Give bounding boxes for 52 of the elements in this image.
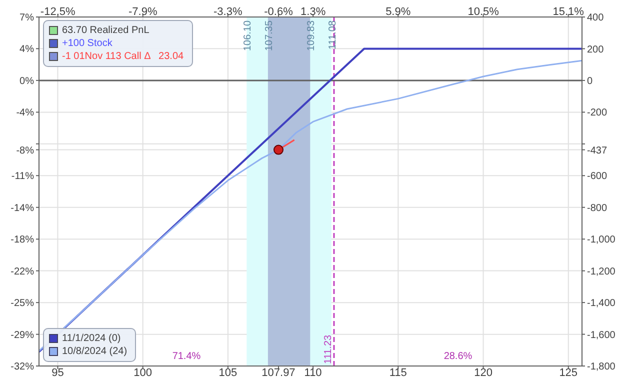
x2-tick-label: -12.5% [40, 6, 76, 18]
y-tick-label: -22% [10, 266, 34, 278]
legend-label: 10/8/2024 (24) [62, 345, 128, 358]
y2-tick-label: -800 [587, 202, 608, 214]
x2-tick-label: 10.5% [468, 6, 500, 18]
y2-tick-label: 0 [587, 76, 593, 88]
y-tick-label: -14% [10, 202, 34, 214]
y-tick-label: -11% [11, 171, 34, 182]
y-tick-label: 4% [20, 44, 34, 56]
x2-tick-label: -0.6% [264, 6, 294, 18]
y2-tick-label: -600 [587, 171, 608, 182]
y-tick-label: 7% [20, 12, 34, 24]
x-tick-label: 120 [474, 366, 492, 379]
annotation: 106.10 [242, 20, 254, 52]
y-tick-label: -8% [16, 145, 34, 156]
y-tick-label: -18% [10, 234, 34, 246]
y-tick-label: -32% [10, 362, 34, 373]
x-tick-label: 115 [389, 366, 407, 379]
annotation: +100 Stock [62, 37, 112, 50]
x2-tick-label: -3.3% [214, 6, 242, 18]
y2-tick-label: -437 [587, 145, 608, 156]
x-tick-label: 107.97 [262, 366, 296, 379]
ref-line-label: 111.23 [322, 334, 334, 364]
y-tick-label: -4% [16, 108, 34, 119]
x-tick-label: 105 [218, 366, 238, 379]
y2-tick-label: 400 [587, 12, 604, 24]
annotation: -1 01Nov 113 Call Δ 23.04 [62, 50, 184, 63]
y-tick-label: -29% [10, 330, 34, 341]
x2-tick-label: 5.9% [386, 6, 411, 18]
annotation: 71.4% [172, 351, 201, 362]
y2-tick-label: -1,600 [587, 330, 616, 341]
annotation: 107.35 [264, 20, 275, 52]
x2-tick-label: 1.3% [300, 6, 326, 18]
annotation: 63.70 Realized PnL [62, 24, 150, 37]
x2-tick-label: -7.9% [128, 6, 158, 18]
x2-tick-label: 15.1% [552, 6, 584, 18]
annotation: 109.83 [306, 20, 318, 52]
y-tick-label: 0% [20, 76, 34, 87]
y2-tick-label: 200 [587, 44, 604, 56]
y-tick-label: -25% [10, 298, 34, 310]
x-tick-label: 125 [559, 366, 578, 379]
x-tick-label: 110 [304, 366, 322, 379]
annotation: 111.08 [327, 20, 338, 50]
y2-tick-label: -1,400 [587, 298, 616, 310]
y2-tick-label: -1,800 [587, 362, 616, 373]
annotation: 28.6% [444, 351, 472, 362]
y2-tick-label: -1,000 [587, 234, 616, 246]
x-tick-label: 100 [134, 366, 152, 379]
y2-tick-label: -200 [587, 108, 608, 119]
x-tick-label: 95 [52, 366, 64, 379]
legend-label: 11/1/2024 (0) [62, 332, 121, 345]
y2-tick-label: -1,200 [587, 266, 616, 278]
